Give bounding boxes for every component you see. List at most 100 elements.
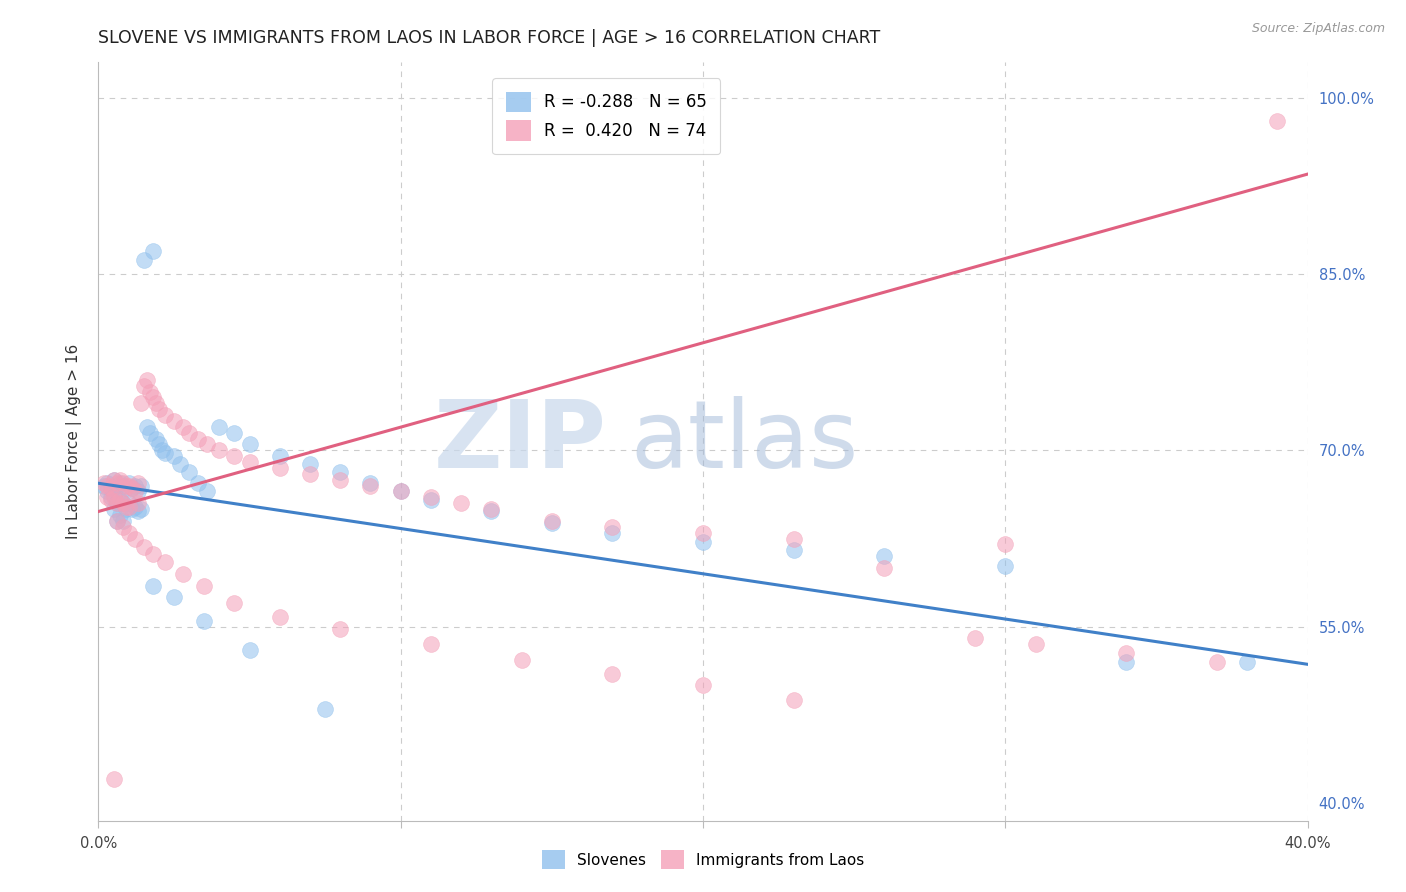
Point <box>208 443 231 458</box>
Point <box>132 252 155 267</box>
Point <box>1236 655 1258 669</box>
Point <box>179 425 201 440</box>
Point <box>118 476 141 491</box>
Point <box>420 491 443 505</box>
Point <box>96 476 118 491</box>
Point <box>239 643 262 657</box>
Point <box>540 516 562 531</box>
Point <box>269 610 291 624</box>
Point <box>111 476 134 491</box>
Point <box>108 476 131 491</box>
Point <box>124 484 146 499</box>
Point <box>96 484 118 499</box>
Point <box>195 484 218 499</box>
Point <box>153 408 176 422</box>
Point <box>108 473 131 487</box>
Point <box>329 473 352 487</box>
Point <box>114 500 136 514</box>
Point <box>127 484 149 499</box>
Text: ZIP: ZIP <box>433 395 606 488</box>
Point <box>127 476 149 491</box>
Point <box>193 578 215 592</box>
Point <box>105 514 128 528</box>
Point <box>360 476 382 491</box>
Point <box>129 502 152 516</box>
Point <box>105 496 128 510</box>
Point <box>187 432 209 446</box>
Point <box>108 492 131 507</box>
Point <box>124 532 146 546</box>
Point <box>129 478 152 492</box>
Point <box>124 478 146 492</box>
Point <box>121 481 143 495</box>
Text: atlas: atlas <box>630 395 859 488</box>
Point <box>389 484 412 499</box>
Point <box>127 504 149 518</box>
Point <box>783 532 806 546</box>
Point <box>118 478 141 492</box>
Point <box>994 537 1017 551</box>
Point <box>145 396 167 410</box>
Point <box>103 491 125 505</box>
Point <box>121 481 143 495</box>
Point <box>111 520 134 534</box>
Point <box>118 525 141 540</box>
Point <box>142 391 165 405</box>
Point <box>142 578 165 592</box>
Point <box>114 481 136 495</box>
Point <box>224 449 246 463</box>
Point <box>163 591 186 605</box>
Point <box>360 478 382 492</box>
Point <box>121 502 143 516</box>
Point <box>481 504 503 518</box>
Point <box>239 455 262 469</box>
Point <box>224 596 246 610</box>
Point <box>169 458 191 472</box>
Point <box>150 443 173 458</box>
Point <box>172 420 194 434</box>
Point <box>163 414 186 428</box>
Point <box>153 555 176 569</box>
Point <box>1206 655 1229 669</box>
Point <box>93 476 115 491</box>
Point <box>965 632 987 646</box>
Point <box>148 402 170 417</box>
Point <box>329 465 352 479</box>
Point <box>602 520 624 534</box>
Point <box>111 478 134 492</box>
Point <box>153 446 176 460</box>
Point <box>195 437 218 451</box>
Point <box>420 637 443 651</box>
Point <box>105 478 128 492</box>
Point <box>783 543 806 558</box>
Point <box>111 514 134 528</box>
Point <box>108 492 131 507</box>
Point <box>118 500 141 514</box>
Point <box>692 525 714 540</box>
Point <box>783 692 806 706</box>
Point <box>1115 646 1137 660</box>
Point <box>329 622 352 636</box>
Point <box>100 491 122 505</box>
Point <box>193 614 215 628</box>
Point <box>1115 655 1137 669</box>
Point <box>111 496 134 510</box>
Point <box>142 547 165 561</box>
Point <box>118 496 141 510</box>
Point <box>135 420 157 434</box>
Point <box>873 561 896 575</box>
Y-axis label: In Labor Force | Age > 16: In Labor Force | Age > 16 <box>66 344 83 539</box>
Point <box>96 478 118 492</box>
Point <box>602 525 624 540</box>
Point <box>135 373 157 387</box>
Point <box>100 481 122 495</box>
Point <box>139 384 162 399</box>
Point <box>172 566 194 581</box>
Point <box>873 549 896 563</box>
Point <box>103 488 125 502</box>
Point <box>105 514 128 528</box>
Point <box>132 540 155 554</box>
Point <box>1267 114 1289 128</box>
Point <box>124 500 146 514</box>
Point <box>299 467 322 481</box>
